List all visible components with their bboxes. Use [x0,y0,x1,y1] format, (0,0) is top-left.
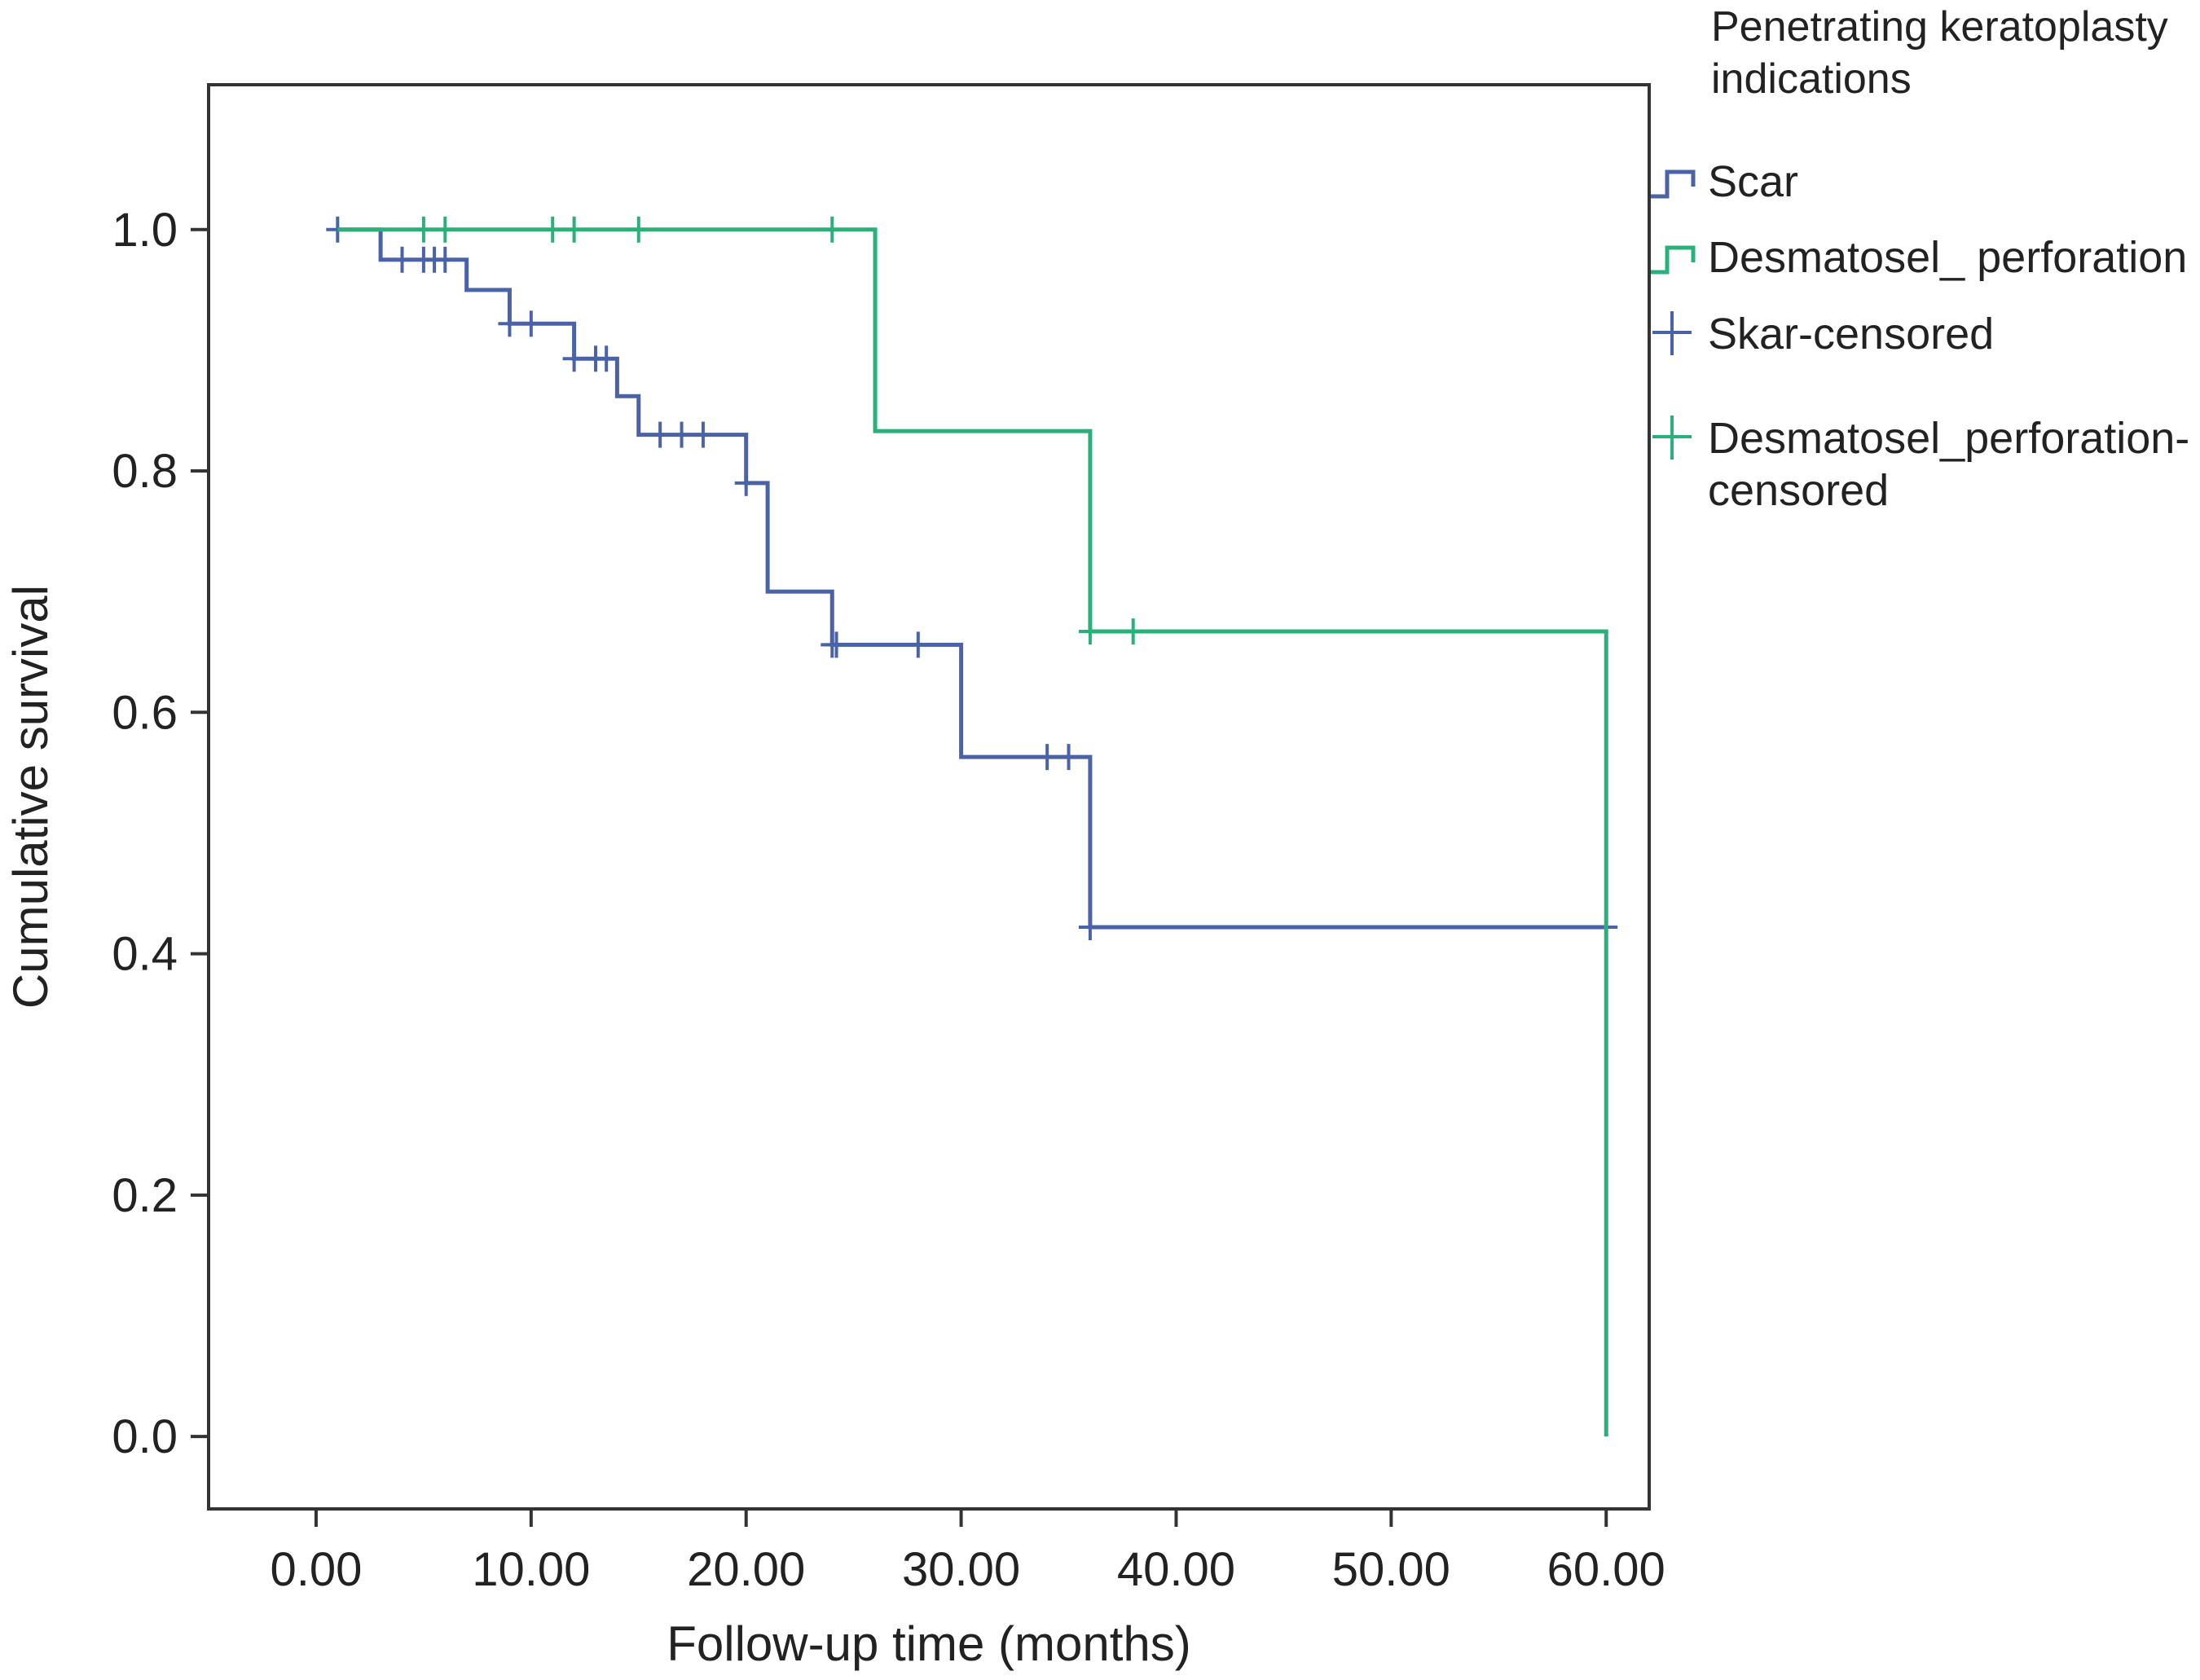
y-axis-label: Cumulative survival [3,585,58,1009]
legend-title: indications [1711,55,1912,103]
x-axis-label: Follow-up time (months) [667,1616,1191,1671]
series-line-scar [337,227,1607,930]
x-tick-label: 50.00 [1332,1543,1450,1596]
legend-label: Skar-censored [1708,310,1994,358]
legend-label: censored [1708,466,1889,515]
x-tick-label: 0.00 [270,1543,362,1596]
y-tick-label: 0.8 [112,445,178,498]
y-tick-label: 1.0 [112,204,178,257]
y-tick-label: 0.2 [112,1169,178,1222]
x-tick-label: 30.00 [902,1543,1020,1596]
y-tick-label: 0.0 [112,1410,178,1463]
x-tick-label: 20.00 [687,1543,805,1596]
legend-step-swatch [1651,169,1696,199]
y-axis-ticks: 0.0 0.2 0.4 0.6 0.8 1.0 [112,204,209,1463]
legend-label: Desmatosel_ perforation [1708,233,2187,282]
x-axis-ticks: 0.00 10.00 20.00 30.00 40.00 50.00 60.00 [270,1509,1665,1596]
x-tick-label: 40.00 [1117,1543,1235,1596]
legend-step-swatch [1651,245,1696,275]
y-tick-label: 0.6 [112,686,178,739]
legend-label: Scar [1708,157,1798,206]
y-tick-label: 0.4 [112,928,178,981]
plot-frame [207,83,1651,1511]
series-line-desmatosel-perforation [337,227,1608,1437]
legend-label: Desmatosel_perforation- [1708,414,2189,463]
x-tick-label: 60.00 [1547,1543,1665,1596]
x-tick-label: 10.00 [472,1543,590,1596]
series-layer [326,216,1618,1437]
legend-title: Penetrating keratoplasty [1711,3,2168,51]
